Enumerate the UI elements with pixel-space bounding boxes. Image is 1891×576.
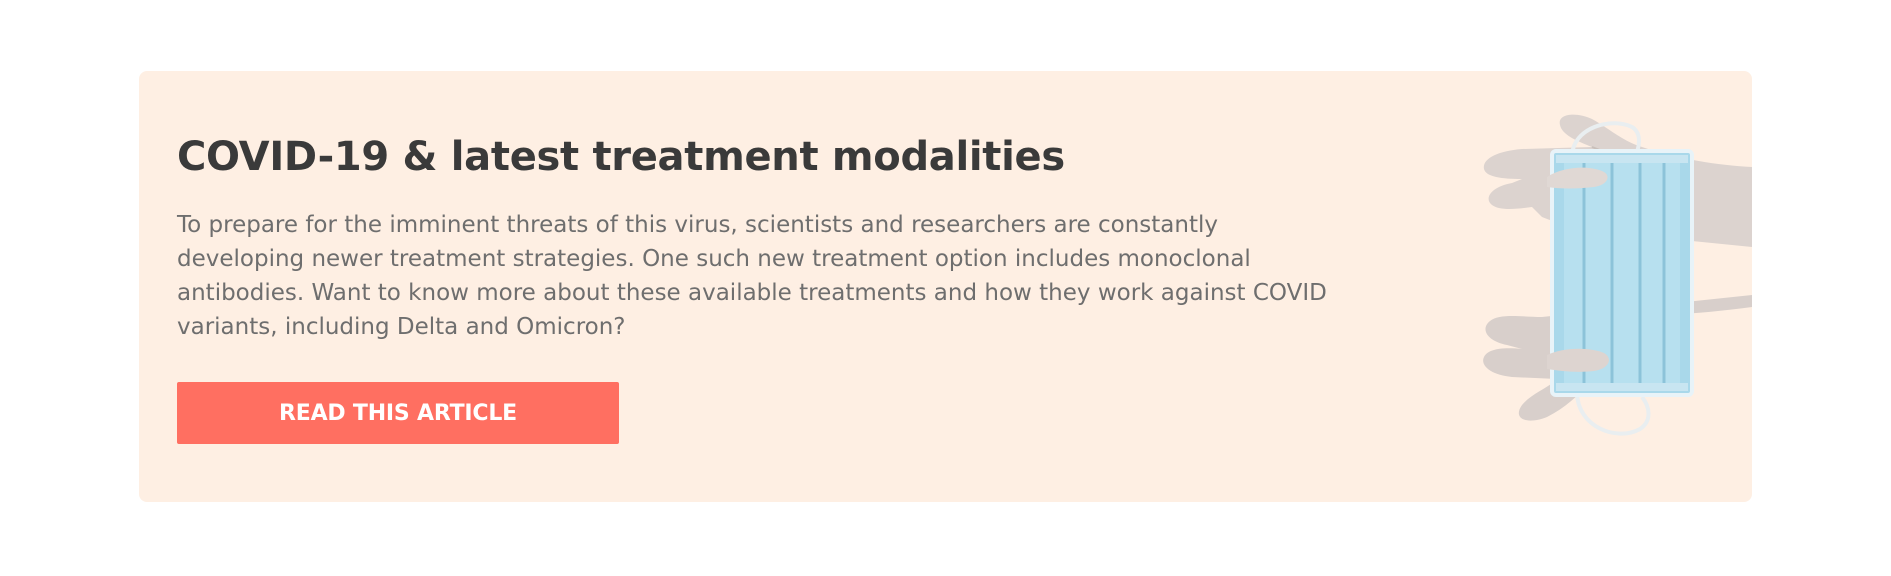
promo-title: COVID-19 & latest treatment modalities xyxy=(177,134,1065,180)
gloved-hands-mask-image xyxy=(1483,114,1752,436)
promo-card: COVID-19 & latest treatment modalities T… xyxy=(139,71,1752,502)
lower-thumb-icon xyxy=(1547,348,1609,372)
read-article-button[interactable]: READ THIS ARTICLE xyxy=(177,382,619,444)
upper-thumb-icon xyxy=(1547,167,1608,189)
ear-loop-top-icon xyxy=(1570,121,1641,160)
ear-loop-bottom-icon xyxy=(1575,391,1651,436)
face-mask-icon xyxy=(1550,149,1694,397)
promo-description: To prepare for the imminent threats of t… xyxy=(177,212,1327,340)
